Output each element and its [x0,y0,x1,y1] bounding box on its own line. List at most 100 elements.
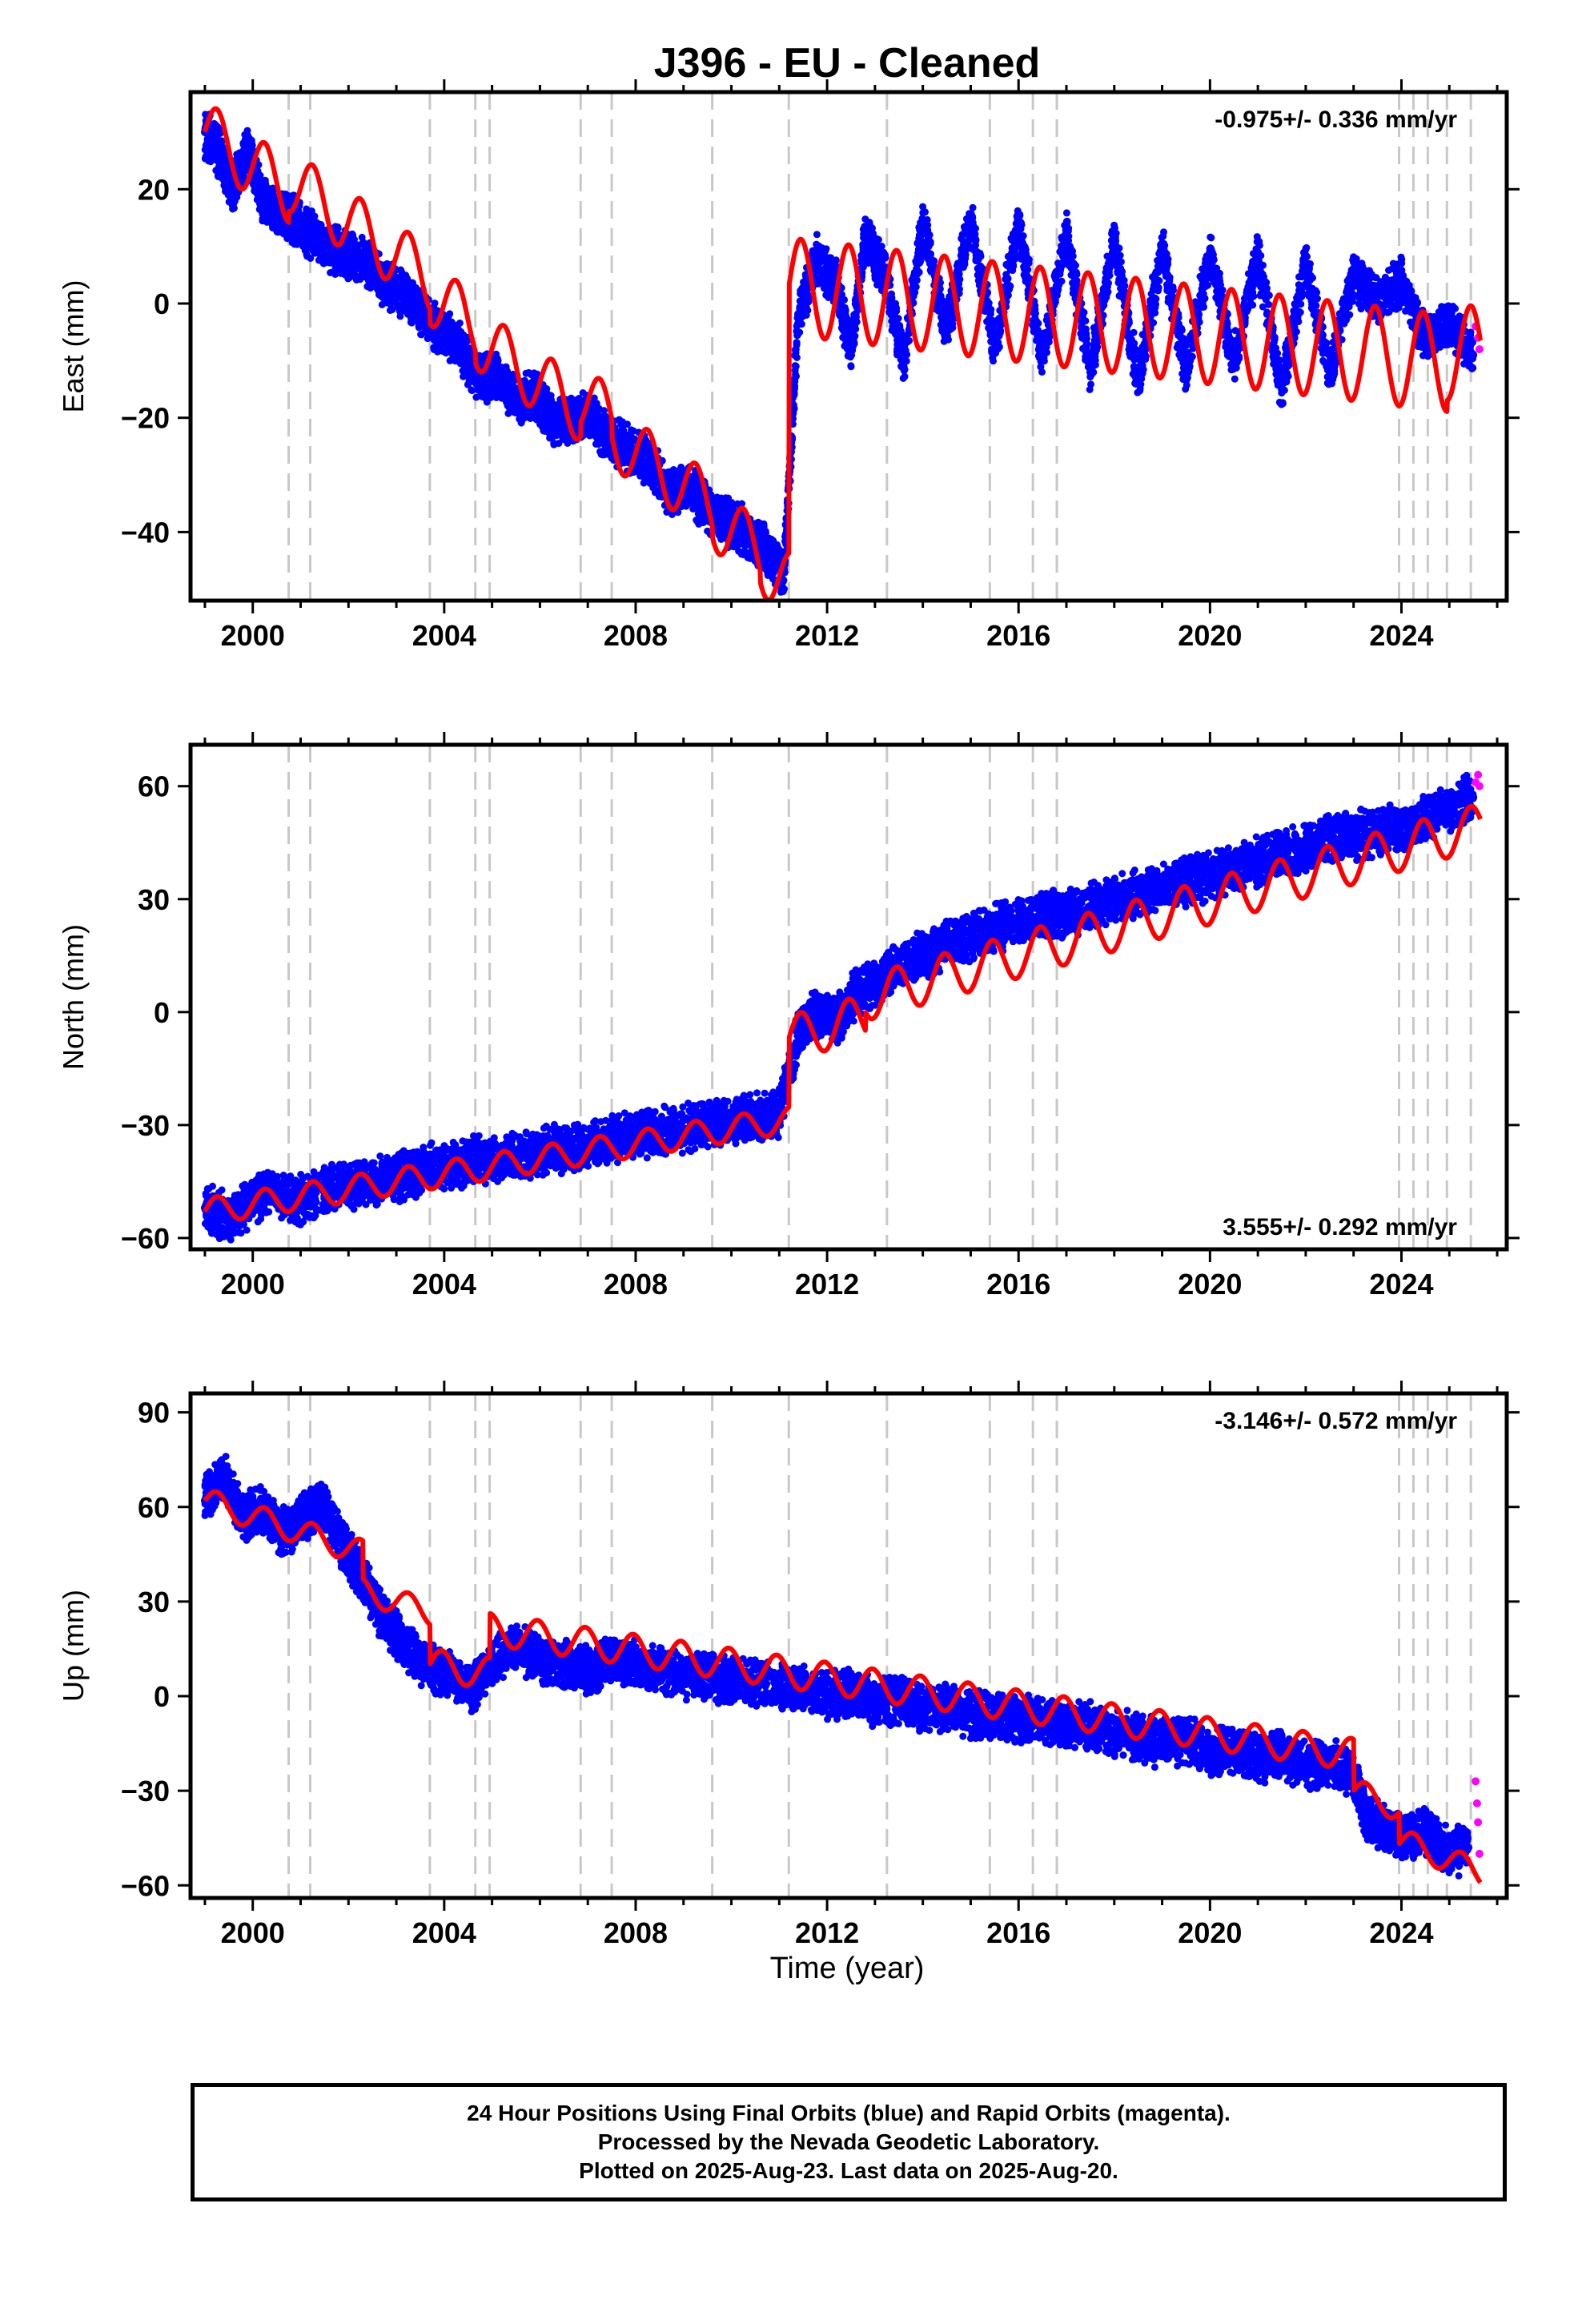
data-point [216,129,224,137]
data-point [769,549,777,557]
data-point [597,435,604,443]
data-point [801,292,809,300]
data-point [387,284,396,292]
data-point [870,249,878,257]
data-point [408,319,416,327]
data-point [233,151,241,159]
data-point [781,585,788,593]
data-point [545,399,552,407]
data-point [446,328,454,336]
data-point [218,159,226,166]
data-point [597,450,605,458]
data-point [723,501,731,509]
data-point [261,176,269,184]
data-point [692,495,700,502]
data-point [341,271,349,279]
data-point [331,260,339,268]
data-point [444,313,452,321]
data-point [639,471,647,479]
data-point [537,404,545,412]
data-point [890,309,898,317]
data-point [297,211,305,219]
data-point [203,151,211,159]
data-point [249,180,257,188]
data-point [501,381,509,389]
data-point [532,412,540,420]
data-point [418,319,426,327]
data-point [397,303,405,311]
panel-east: 2000 2004 2008 2012 2016 2020 2024200−20−40Eas… [57,79,1520,652]
data-point [793,354,801,361]
data-point [909,282,917,290]
data-point [351,253,359,261]
data-point [771,543,779,551]
data-point [314,243,322,251]
data-point [264,217,272,225]
data-point [331,223,339,231]
data-point [303,205,311,213]
data-point [253,170,261,178]
data-point [850,339,858,347]
data-point [840,312,847,320]
data-point [518,417,525,424]
data-point [386,296,394,304]
data-point [446,356,454,364]
chart-title: J396 - EU - Cleaned [654,40,1041,86]
data-point [875,243,883,251]
data-point [815,242,823,250]
data-point [313,235,320,243]
data-point [922,228,930,236]
data-point [231,192,238,200]
data-point [316,227,324,235]
data-point [406,291,414,299]
data-point [901,372,909,380]
panels: 2000 2004 2008 2012 2016 2020 2024200−20−40Eas… [57,79,1520,1949]
data-point [655,493,663,501]
data-point [484,391,492,399]
data-point [496,364,504,372]
data-point [218,137,226,145]
data-point [840,304,848,312]
data-point [304,244,311,252]
data-point [364,272,372,280]
data-point [455,329,463,337]
data-point [462,372,470,380]
data-point [826,272,834,280]
data-point [595,404,603,412]
data-point [695,509,703,517]
data-point [404,299,412,307]
data-point [555,440,563,448]
data-point [540,392,548,400]
data-point [459,346,467,354]
data-point [208,120,216,128]
data-point [892,300,899,308]
data-point [288,239,296,247]
data-point [331,271,339,278]
data-point [304,211,311,219]
data-point [791,346,799,354]
data-point [790,391,798,399]
data-point [208,136,216,144]
data-point [263,191,271,199]
data-point [503,398,510,406]
data-point [767,536,775,544]
data-point [910,268,918,276]
data-point [849,326,857,334]
data-point [302,218,310,225]
data-point [404,277,412,285]
data-point [803,280,810,288]
data-point [616,440,624,448]
data-point [761,527,769,535]
data-point [559,428,567,436]
data-point [694,487,702,495]
data-point [710,497,718,505]
data-point [618,424,626,432]
data-point [456,320,464,327]
final-orbit-points [200,111,1478,596]
data-point [293,216,301,224]
data-point [323,256,331,264]
data-point [822,291,830,299]
data-point [245,138,253,146]
data-point [725,494,733,502]
